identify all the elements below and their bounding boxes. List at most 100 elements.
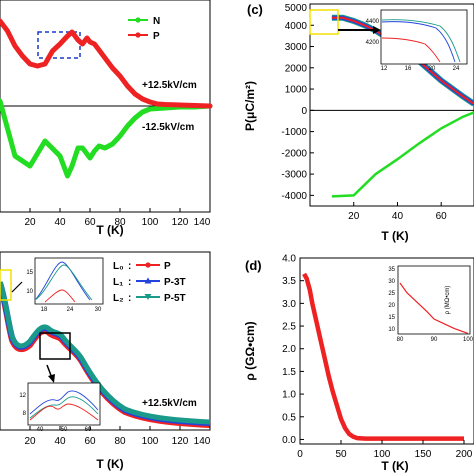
inset-x-tick: 60	[85, 427, 92, 433]
inset-line	[34, 264, 93, 301]
legend-marker-p	[145, 262, 151, 268]
annotation-neg-field: -12.5kV/cm	[142, 122, 194, 133]
y-tick-label: 3.0	[282, 299, 296, 310]
x-tick-label: 140	[194, 217, 211, 228]
legend-label-p-3t: P-3T	[164, 277, 186, 288]
x-tick-label: 50	[335, 449, 347, 460]
x-tick-label: 20	[24, 436, 36, 447]
inset-y-tick: 10	[388, 327, 395, 333]
panel-c: (c) 5000 4000 3000 2000 1000 0 -1000 -2000 -3000…	[243, 2, 474, 243]
plot-frame	[309, 3, 474, 207]
inset-x-tick: 16	[405, 66, 412, 72]
panel-d: (d) 0.0 0.5 1.0 1.5 2.0 2.5 3.0 3.5 4.0 0 50 100 15…	[243, 254, 474, 473]
legend-label-n: N	[153, 16, 160, 27]
inset-line	[381, 37, 441, 63]
x-axis-label: T (K)	[96, 457, 123, 471]
inset-x-tick: 50	[61, 427, 68, 433]
inset-x-tick: 20	[429, 66, 436, 72]
series-group	[302, 272, 464, 441]
legend-level: L₂	[113, 293, 124, 304]
x-tick-label: 80	[114, 436, 126, 447]
x-tick-label: 100	[142, 436, 159, 447]
inset-x-tick: 12	[381, 66, 388, 72]
inset-frame	[380, 9, 468, 65]
x-axis-label: T (K)	[381, 229, 408, 243]
x-tick-label: 40	[392, 211, 404, 222]
series-line-p	[0, 18, 213, 109]
y-tick-label: 0	[301, 106, 307, 117]
inset-x-tick: 100	[463, 337, 474, 343]
inset-x-tick: 90	[431, 337, 438, 343]
x-ticks: 0 50 100 150 200	[297, 440, 473, 460]
inset-y-tick: 4200	[366, 40, 380, 46]
legend-sep: :	[128, 293, 131, 304]
arrow	[11, 281, 23, 293]
y-tick-label: 4.0	[282, 254, 296, 265]
legend-level: L₀	[113, 261, 124, 272]
y-tick-label: 3.5	[282, 276, 296, 287]
inset-line	[399, 282, 469, 334]
legend-label-p: P	[164, 261, 171, 272]
y-tick-label: 2.5	[282, 322, 296, 333]
series-line-resistivity	[302, 272, 464, 441]
y-axis-label: ρ (GΩ•cm)	[243, 321, 257, 380]
x-tick-label: 150	[415, 449, 432, 460]
inset-y-tick: 8	[23, 411, 27, 417]
panel-label: (d)	[245, 258, 262, 273]
inset-y-tick: 20	[388, 303, 395, 309]
inset-y-tick: 12	[19, 393, 26, 399]
x-axis-label: T (K)	[96, 223, 123, 237]
y-tick-label: 3000	[285, 42, 308, 53]
highlight-box	[37, 31, 81, 59]
inset-top: 15 10 18 24 30	[26, 257, 104, 313]
series-line-n	[331, 111, 474, 198]
x-tick-label: 120	[172, 436, 189, 447]
inset-y-tick: 30	[388, 279, 395, 285]
x-tick-label: 40	[54, 217, 66, 228]
y-tick-label: 4000	[285, 21, 308, 32]
inset-y-tick: 25	[388, 291, 395, 297]
y-tick-label: 1.5	[282, 367, 296, 378]
inset-x-tick: 80	[397, 337, 404, 343]
panel-top-left: 20 40 60 80 100 120 140 N P +12.5kV/cm -12.5kV…	[0, 0, 213, 237]
inset-y-tick: 15	[26, 270, 33, 276]
x-tick-label: 0	[297, 449, 303, 460]
y-tick-label: -3000	[281, 170, 307, 181]
legend-marker-p-5t	[144, 294, 152, 300]
inset-frame	[27, 382, 101, 426]
x-tick-label: 100	[374, 449, 391, 460]
legend-level: L₁	[113, 277, 123, 288]
x-tick-label: 200	[456, 449, 473, 460]
inset: 35 30 25 20 15 10 80 90 100 ρ (MΩ•cm)	[388, 265, 474, 343]
inset-line	[44, 289, 76, 303]
y-tick-label: 2000	[285, 63, 308, 74]
inset-y-tick: 15	[388, 315, 395, 321]
x-tick-label: 20	[348, 211, 360, 222]
inset-x-tick: 40	[37, 427, 44, 433]
x-ticks: 20 40 60	[348, 202, 447, 222]
legend: L₀ : P L₁ : P-3T L₂ : P-5T	[113, 261, 186, 304]
annotation-pos-field: +12.5kV/cm	[142, 80, 197, 91]
x-tick-label: 140	[194, 436, 211, 447]
inset-frame	[397, 265, 471, 335]
legend-label-p: P	[153, 31, 160, 42]
inset-line	[381, 21, 456, 63]
x-tick-label: 20	[24, 217, 36, 228]
plot-frame	[0, 251, 211, 431]
y-tick-label: 0.5	[282, 412, 296, 423]
y-tick-label: 2.0	[282, 344, 296, 355]
inset-line	[381, 19, 461, 63]
inset-line	[29, 390, 99, 415]
legend-label-p-5t: P-5T	[164, 293, 186, 304]
arrow-head	[48, 374, 55, 383]
plot-frame	[299, 257, 474, 445]
inset-line	[29, 396, 99, 419]
legend-sep: :	[128, 261, 131, 272]
inset-y-tick: 35	[388, 267, 395, 273]
legend-sep: :	[128, 277, 131, 288]
x-ticks: 20 40 60 80 100 120 140	[24, 426, 211, 447]
x-tick-label: 60	[84, 436, 96, 447]
inset-x-tick: 18	[41, 307, 48, 313]
y-tick-label: 1.0	[282, 390, 296, 401]
y-ticks: 0.0 0.5 1.0 1.5 2.0 2.5 3.0 3.5 4.0	[282, 254, 304, 446]
